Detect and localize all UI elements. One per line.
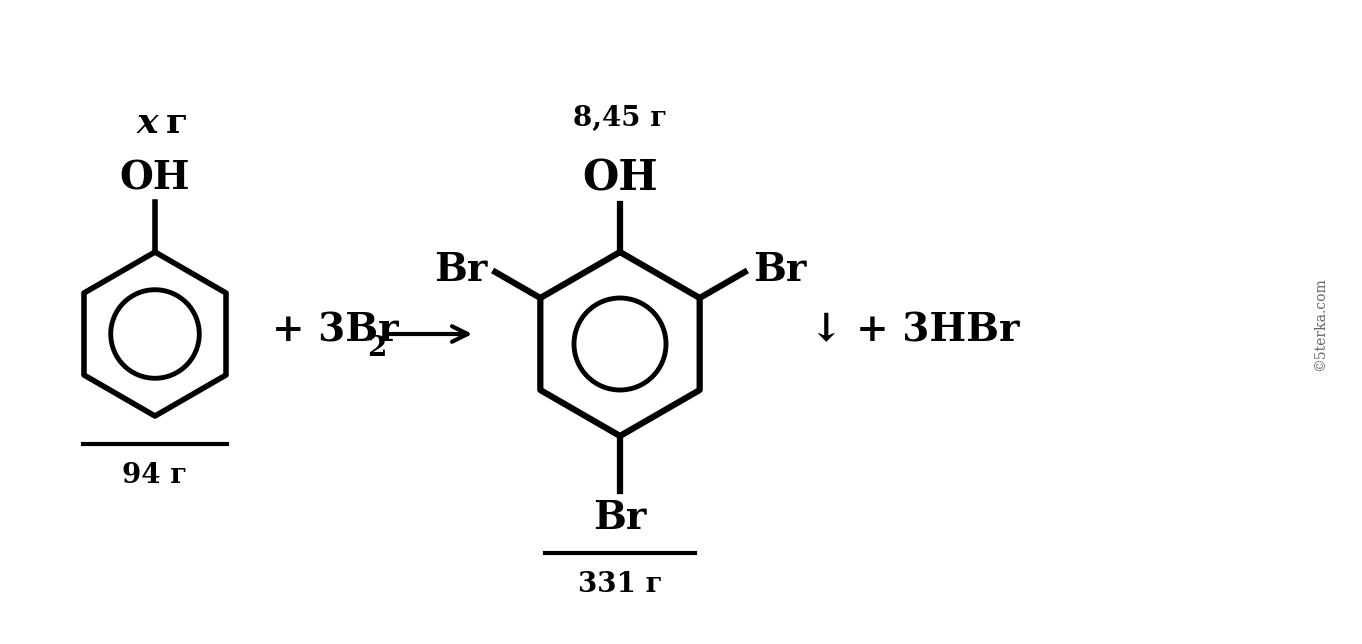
Text: 331 г: 331 г [577,571,662,598]
Text: 2: 2 [366,334,387,361]
Text: Br: Br [434,251,488,289]
Text: г: г [166,106,188,140]
Text: Br: Br [753,251,806,289]
Text: + 3Br: + 3Br [272,311,399,349]
Text: 94 г: 94 г [123,462,188,489]
Text: OH: OH [582,157,658,199]
Text: x: x [136,106,158,140]
Text: Br: Br [594,499,647,537]
Text: ↓ + 3HBr: ↓ + 3HBr [810,311,1020,349]
Text: OH: OH [120,159,191,197]
Text: ©5terka.com: ©5terka.com [1313,277,1327,371]
Text: 8,45 г: 8,45 г [573,105,667,132]
